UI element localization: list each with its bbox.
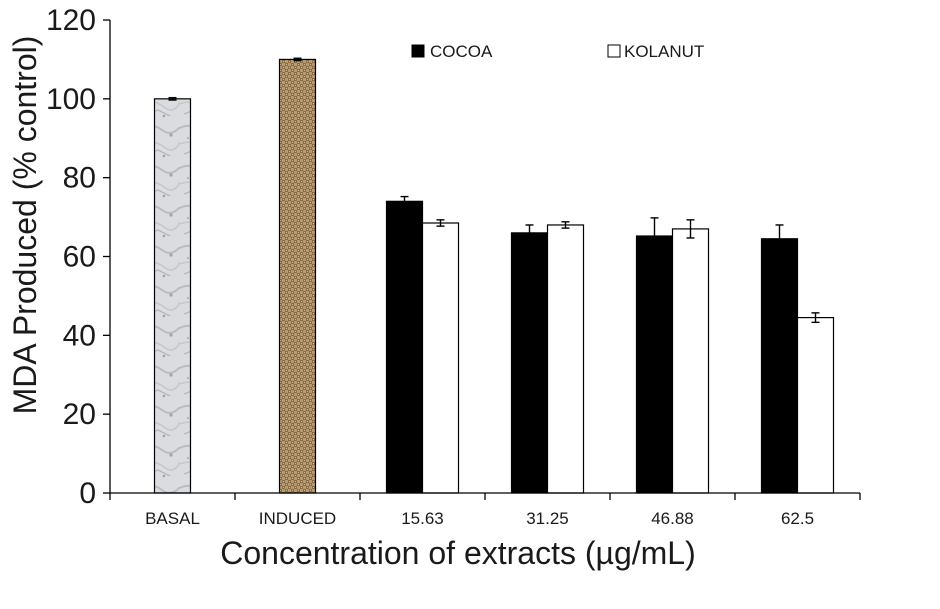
bar-kolanut-62-5: [796, 316, 835, 494]
legend-swatch-kolanut: [607, 44, 621, 58]
x-tick-label: INDUCED: [259, 509, 336, 528]
x-axis-title: Concentration of extracts (µg/mL): [220, 535, 696, 571]
y-tick-label: 120: [46, 4, 96, 37]
x-tick-label: BASAL: [145, 509, 200, 528]
x-tick-label: 62.5: [781, 509, 814, 528]
bar-kolanut-15-63: [421, 222, 460, 494]
bar-cocoa-31-25: [510, 232, 549, 494]
bar-cocoa-15-63: [385, 200, 424, 494]
bar-basal: [153, 98, 192, 494]
bar-kolanut-31-25: [546, 224, 585, 494]
y-tick-label: 40: [63, 319, 96, 352]
x-tick-label: 31.25: [526, 509, 569, 528]
legend-label-cocoa: COCOA: [430, 42, 493, 61]
legend-label-kolanut: KOLANUT: [624, 42, 704, 61]
x-tick-label: 15.63: [401, 509, 444, 528]
y-tick-label: 60: [63, 241, 96, 274]
error-bars-group: [168, 57, 820, 324]
legend: COCOA KOLANUT: [411, 42, 704, 61]
legend-swatch-cocoa: [411, 44, 425, 58]
y-tick-label: 0: [79, 477, 96, 510]
bar-induced: [278, 58, 317, 494]
bar-cocoa-62-5: [760, 238, 799, 494]
y-tick-label: 80: [63, 162, 96, 195]
x-tick-label: 46.88: [651, 509, 694, 528]
y-tick-label: 20: [63, 398, 96, 431]
x-ticks: BASAL INDUCED 15.63 31.25 46.88 62.5: [109, 493, 861, 528]
bars-group: [153, 58, 835, 494]
bar-cocoa-46-88: [635, 235, 674, 494]
bar-kolanut-46-88: [671, 228, 710, 494]
y-ticks: 0 20 40 60 80 100 120: [46, 4, 110, 510]
y-tick-label: 100: [46, 83, 96, 116]
y-axis-title: MDA Produced (% control): [7, 36, 43, 415]
